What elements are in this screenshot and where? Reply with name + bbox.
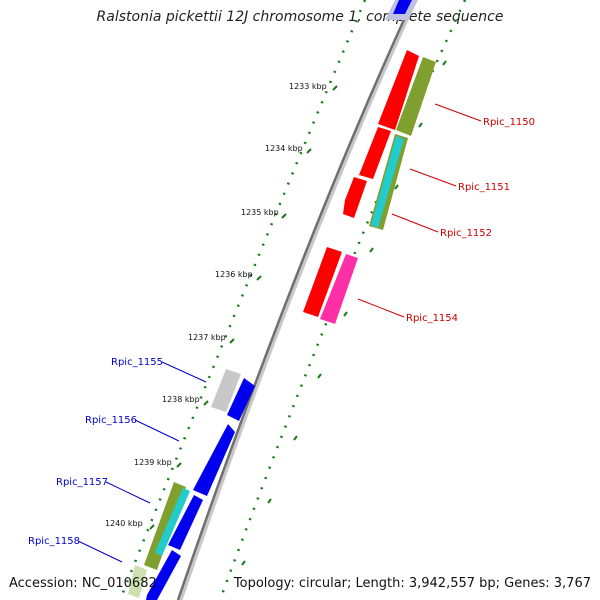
tick-label-1238: 1238 kbp: [162, 395, 200, 404]
tick-label-1235: 1235 kbp: [241, 208, 279, 217]
gene-rpic-1150-olive[interactable]: [396, 57, 436, 136]
gene-label-rpic-1152[interactable]: Rpic_1152: [440, 228, 492, 239]
gene-label-rpic-1156[interactable]: Rpic_1156: [85, 415, 137, 426]
gene-rpic-1152-cyan[interactable]: [371, 136, 404, 228]
gene-label-rpic-1150[interactable]: Rpic_1150: [483, 117, 535, 128]
accession-text: Accession: NC_010682: [9, 576, 157, 591]
gene-rpic-1157-olive[interactable]: [144, 482, 186, 570]
gene-rpic-1157-cyan[interactable]: [155, 488, 190, 556]
gene-label-rpic-1157[interactable]: Rpic_1157: [56, 477, 108, 488]
reverse-leader-lines: [77, 361, 207, 563]
gene-rpic-1156-blue[interactable]: [193, 424, 235, 496]
tick-label-1234: 1234 kbp: [265, 144, 303, 153]
tick-label-1237: 1237 kbp: [188, 333, 226, 342]
tick-label-1236: 1236 kbp: [215, 270, 253, 279]
gene-rpic-1155-gray[interactable]: [211, 369, 241, 412]
gene-rpic-1152-red[interactable]: [343, 177, 367, 218]
chromosome-backbone-shadow: [177, 0, 418, 600]
tick-label-1233: 1233 kbp: [289, 82, 327, 91]
tick-label-1239: 1239 kbp: [134, 458, 172, 467]
tick-marks: [149, 85, 338, 530]
gene-rpic-1155-blue[interactable]: [227, 378, 255, 421]
forward-leader-lines: [357, 103, 482, 318]
gene-rpic-1151-red[interactable]: [359, 127, 391, 179]
tick-label-1240: 1240 kbp: [105, 519, 143, 528]
chromosome-backbone: [176, 0, 415, 600]
outer-tick-marks: [241, 60, 447, 566]
gene-rpic-1158-blue[interactable]: [146, 550, 181, 600]
gene-rpic-1158-lightgreen[interactable]: [128, 565, 147, 598]
gene-rpic-1150-red[interactable]: [378, 50, 419, 130]
gene-label-rpic-1151[interactable]: Rpic_1151: [458, 182, 510, 193]
gene-top-partial[interactable]: [385, 0, 418, 20]
gene-rpic-1157-blue[interactable]: [168, 495, 203, 550]
topology-text: Topology: circular; Length: 3,942,557 bp…: [233, 576, 591, 591]
gene-rpic-1154-red[interactable]: [303, 247, 342, 317]
gene-label-rpic-1155[interactable]: Rpic_1155: [111, 357, 163, 368]
gene-label-rpic-1154[interactable]: Rpic_1154: [406, 313, 458, 324]
gene-rpic-1154-magenta[interactable]: [320, 254, 358, 324]
gene-label-rpic-1158[interactable]: Rpic_1158: [28, 536, 80, 547]
